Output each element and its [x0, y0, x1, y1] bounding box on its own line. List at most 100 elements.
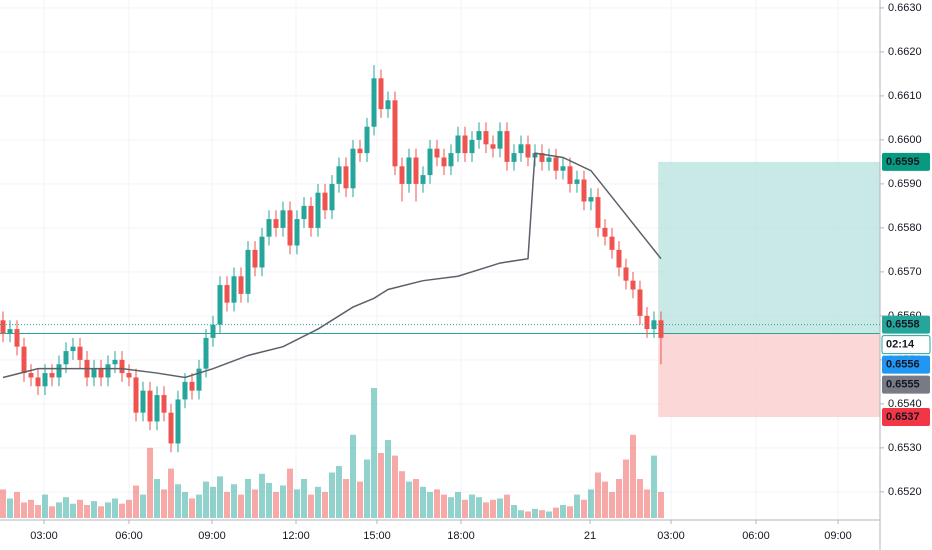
candle-body: [637, 289, 643, 316]
candle-body: [238, 276, 244, 294]
candle-body: [175, 399, 181, 444]
volume-bar: [412, 479, 419, 518]
x-tick-label: 06:00: [742, 530, 770, 542]
candle-body: [315, 192, 321, 228]
average-line: [2, 152, 662, 379]
volume-bar: [35, 505, 42, 518]
volume-bar: [622, 459, 629, 518]
price-label: 0.6595: [886, 156, 920, 168]
candle-body: [560, 166, 566, 171]
candle-body: [434, 148, 440, 158]
x-tick-label: 18:00: [447, 530, 475, 542]
candle-body: [413, 157, 419, 184]
volume-bar: [140, 494, 147, 518]
volume-bar: [161, 489, 168, 518]
volume-bar: [482, 502, 489, 518]
volume-bar: [300, 479, 307, 518]
candle-body: [259, 236, 265, 268]
volume-bar: [328, 472, 335, 518]
volume-bar: [601, 481, 608, 518]
candle-body: [147, 390, 153, 422]
candle-body: [217, 285, 223, 325]
volume-bar: [77, 499, 84, 518]
candle-body: [651, 320, 657, 330]
candle-body: [343, 166, 349, 189]
candle-body: [224, 285, 230, 303]
candle-body: [476, 131, 482, 140]
candle-body: [112, 359, 118, 365]
volume-bar: [573, 494, 580, 518]
volume-bar: [203, 481, 210, 518]
x-tick-label: 03:00: [30, 530, 58, 542]
y-tick-label: 0.6530: [888, 442, 922, 454]
volume-bar: [182, 492, 189, 518]
volume-bar: [314, 486, 321, 518]
volume-bar: [349, 434, 356, 518]
candle-body: [567, 166, 573, 184]
volume-bar: [196, 494, 203, 518]
candle-body: [371, 78, 377, 127]
volume-bar: [70, 503, 77, 518]
volume-bar: [28, 499, 35, 518]
y-tick-label: 0.6580: [888, 222, 922, 234]
volume-bar: [265, 482, 272, 518]
volume-bar: [91, 501, 98, 518]
x-tick-label: 09:00: [824, 530, 852, 542]
y-tick-label: 0.6540: [888, 398, 922, 410]
x-tick-label: 15:00: [363, 530, 391, 542]
candle-body: [105, 364, 111, 378]
volume-bar: [168, 468, 175, 518]
candle-body: [126, 373, 132, 378]
volume-bar: [21, 502, 28, 518]
volume-bar: [377, 453, 384, 518]
candle-body: [364, 126, 370, 154]
y-tick-label: 0.6610: [888, 90, 922, 102]
volume-bar: [454, 492, 461, 518]
price-label-box: [882, 152, 930, 171]
candle-body: [581, 179, 587, 202]
candle-body: [546, 157, 552, 162]
candle-body: [644, 315, 650, 330]
candle-body: [56, 364, 62, 378]
price-label: 0.6555: [886, 379, 920, 391]
candle-body: [273, 219, 279, 228]
volume-bar: [384, 440, 391, 518]
volume-bar: [14, 492, 21, 518]
price-label: 0.6537: [886, 411, 920, 423]
volume-bar: [154, 479, 161, 518]
candle-body: [14, 329, 20, 347]
volume-bar: [587, 489, 594, 518]
y-tick-label: 0.6570: [888, 266, 922, 278]
volume-bar: [286, 468, 293, 518]
price-label-box: [881, 335, 931, 355]
candle-body: [518, 144, 524, 154]
candle-body: [553, 157, 559, 171]
volume-bar: [105, 502, 112, 518]
volume-bar: [538, 510, 545, 518]
candle-body: [336, 166, 342, 184]
volume-bar: [391, 455, 398, 518]
volume-bar: [49, 506, 56, 518]
candle-body: [448, 153, 454, 167]
volume-bar: [608, 492, 615, 518]
y-tick-label: 0.6630: [888, 2, 922, 14]
x-tick-label: 12:00: [282, 530, 310, 542]
volume-bar: [112, 498, 119, 518]
volume-bar: [524, 511, 531, 518]
volume-bar: [258, 473, 265, 518]
candle-body: [7, 329, 13, 334]
candle-body: [504, 131, 510, 162]
candle-body: [420, 175, 426, 184]
candle-body: [287, 210, 293, 246]
volume-bar: [636, 479, 643, 518]
candle-body: [231, 276, 237, 303]
candle-body: [329, 183, 335, 211]
volume-bar: [419, 486, 426, 518]
volume-bar: [503, 494, 510, 518]
candle-body: [630, 280, 636, 290]
candle-body: [406, 157, 412, 184]
volume-bar: [272, 492, 279, 518]
candle-body: [490, 144, 496, 149]
volume-bar: [356, 481, 363, 518]
